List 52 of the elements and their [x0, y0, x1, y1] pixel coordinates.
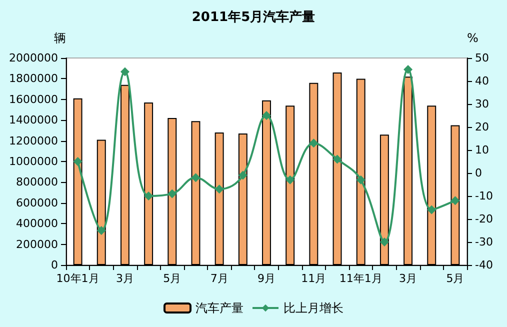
y2-tick-label: 10	[475, 144, 489, 156]
y2-tick-label: 40	[475, 74, 489, 88]
point	[356, 175, 366, 184]
x-tick-label: 5月	[163, 272, 182, 285]
point	[404, 65, 413, 74]
y2-tick-label: 20	[475, 120, 489, 134]
y2-tick-label: -40	[475, 258, 493, 272]
y2-axis-title: %	[467, 31, 478, 45]
y-tick-label: 1000000	[9, 155, 58, 168]
x-tick-label: 5月	[446, 272, 464, 285]
point	[262, 111, 271, 120]
y2-tick-label: 50	[475, 52, 489, 64]
point	[286, 175, 295, 184]
y-tick-label: 1200000	[9, 134, 58, 148]
point	[238, 170, 248, 180]
x-tick-label: 9月	[258, 272, 276, 285]
y2-tick-label: -10	[475, 190, 493, 202]
point	[120, 67, 130, 76]
point	[450, 196, 460, 206]
y2-tick-label: -20	[475, 212, 493, 226]
x-tick-label: 3月	[116, 272, 134, 285]
point	[191, 173, 200, 182]
point	[427, 205, 436, 214]
chart-title: 2011年5月汽车产量	[192, 9, 316, 25]
point	[214, 184, 224, 194]
point	[73, 157, 82, 166]
y-tick-label: 800000	[16, 176, 58, 189]
y-tick-label: 1400000	[9, 114, 58, 127]
x-tick-label: 3月	[399, 272, 418, 285]
y2-tick-label: 30	[475, 98, 489, 110]
y-tick-label: 2000000	[9, 52, 58, 64]
point	[96, 226, 106, 235]
y-tick-label: 200000	[16, 238, 58, 251]
y-tick-label: 600000	[16, 196, 58, 210]
x-tick-label: 7月	[210, 272, 228, 285]
point	[309, 138, 318, 148]
y-axis-title: 辆	[54, 31, 66, 45]
y-tick-label: 0	[51, 258, 58, 272]
legend-label: 汽车产量	[196, 301, 244, 315]
legend-label: 比上月增长	[284, 301, 344, 315]
x-tick-label: 11年1月	[339, 272, 382, 285]
x-tick-label: 11月	[301, 272, 326, 285]
point	[168, 189, 177, 198]
point	[332, 154, 342, 164]
y2-tick-label: -30	[475, 236, 493, 248]
y-tick-label: 1600000	[9, 92, 58, 106]
y2-tick-label: 0	[475, 166, 482, 180]
y-tick-label: 400000	[16, 217, 58, 230]
x-tick-label: 10年1月	[56, 272, 100, 285]
point	[380, 238, 389, 246]
y-tick-label: 1800000	[9, 72, 58, 86]
point	[144, 192, 154, 200]
